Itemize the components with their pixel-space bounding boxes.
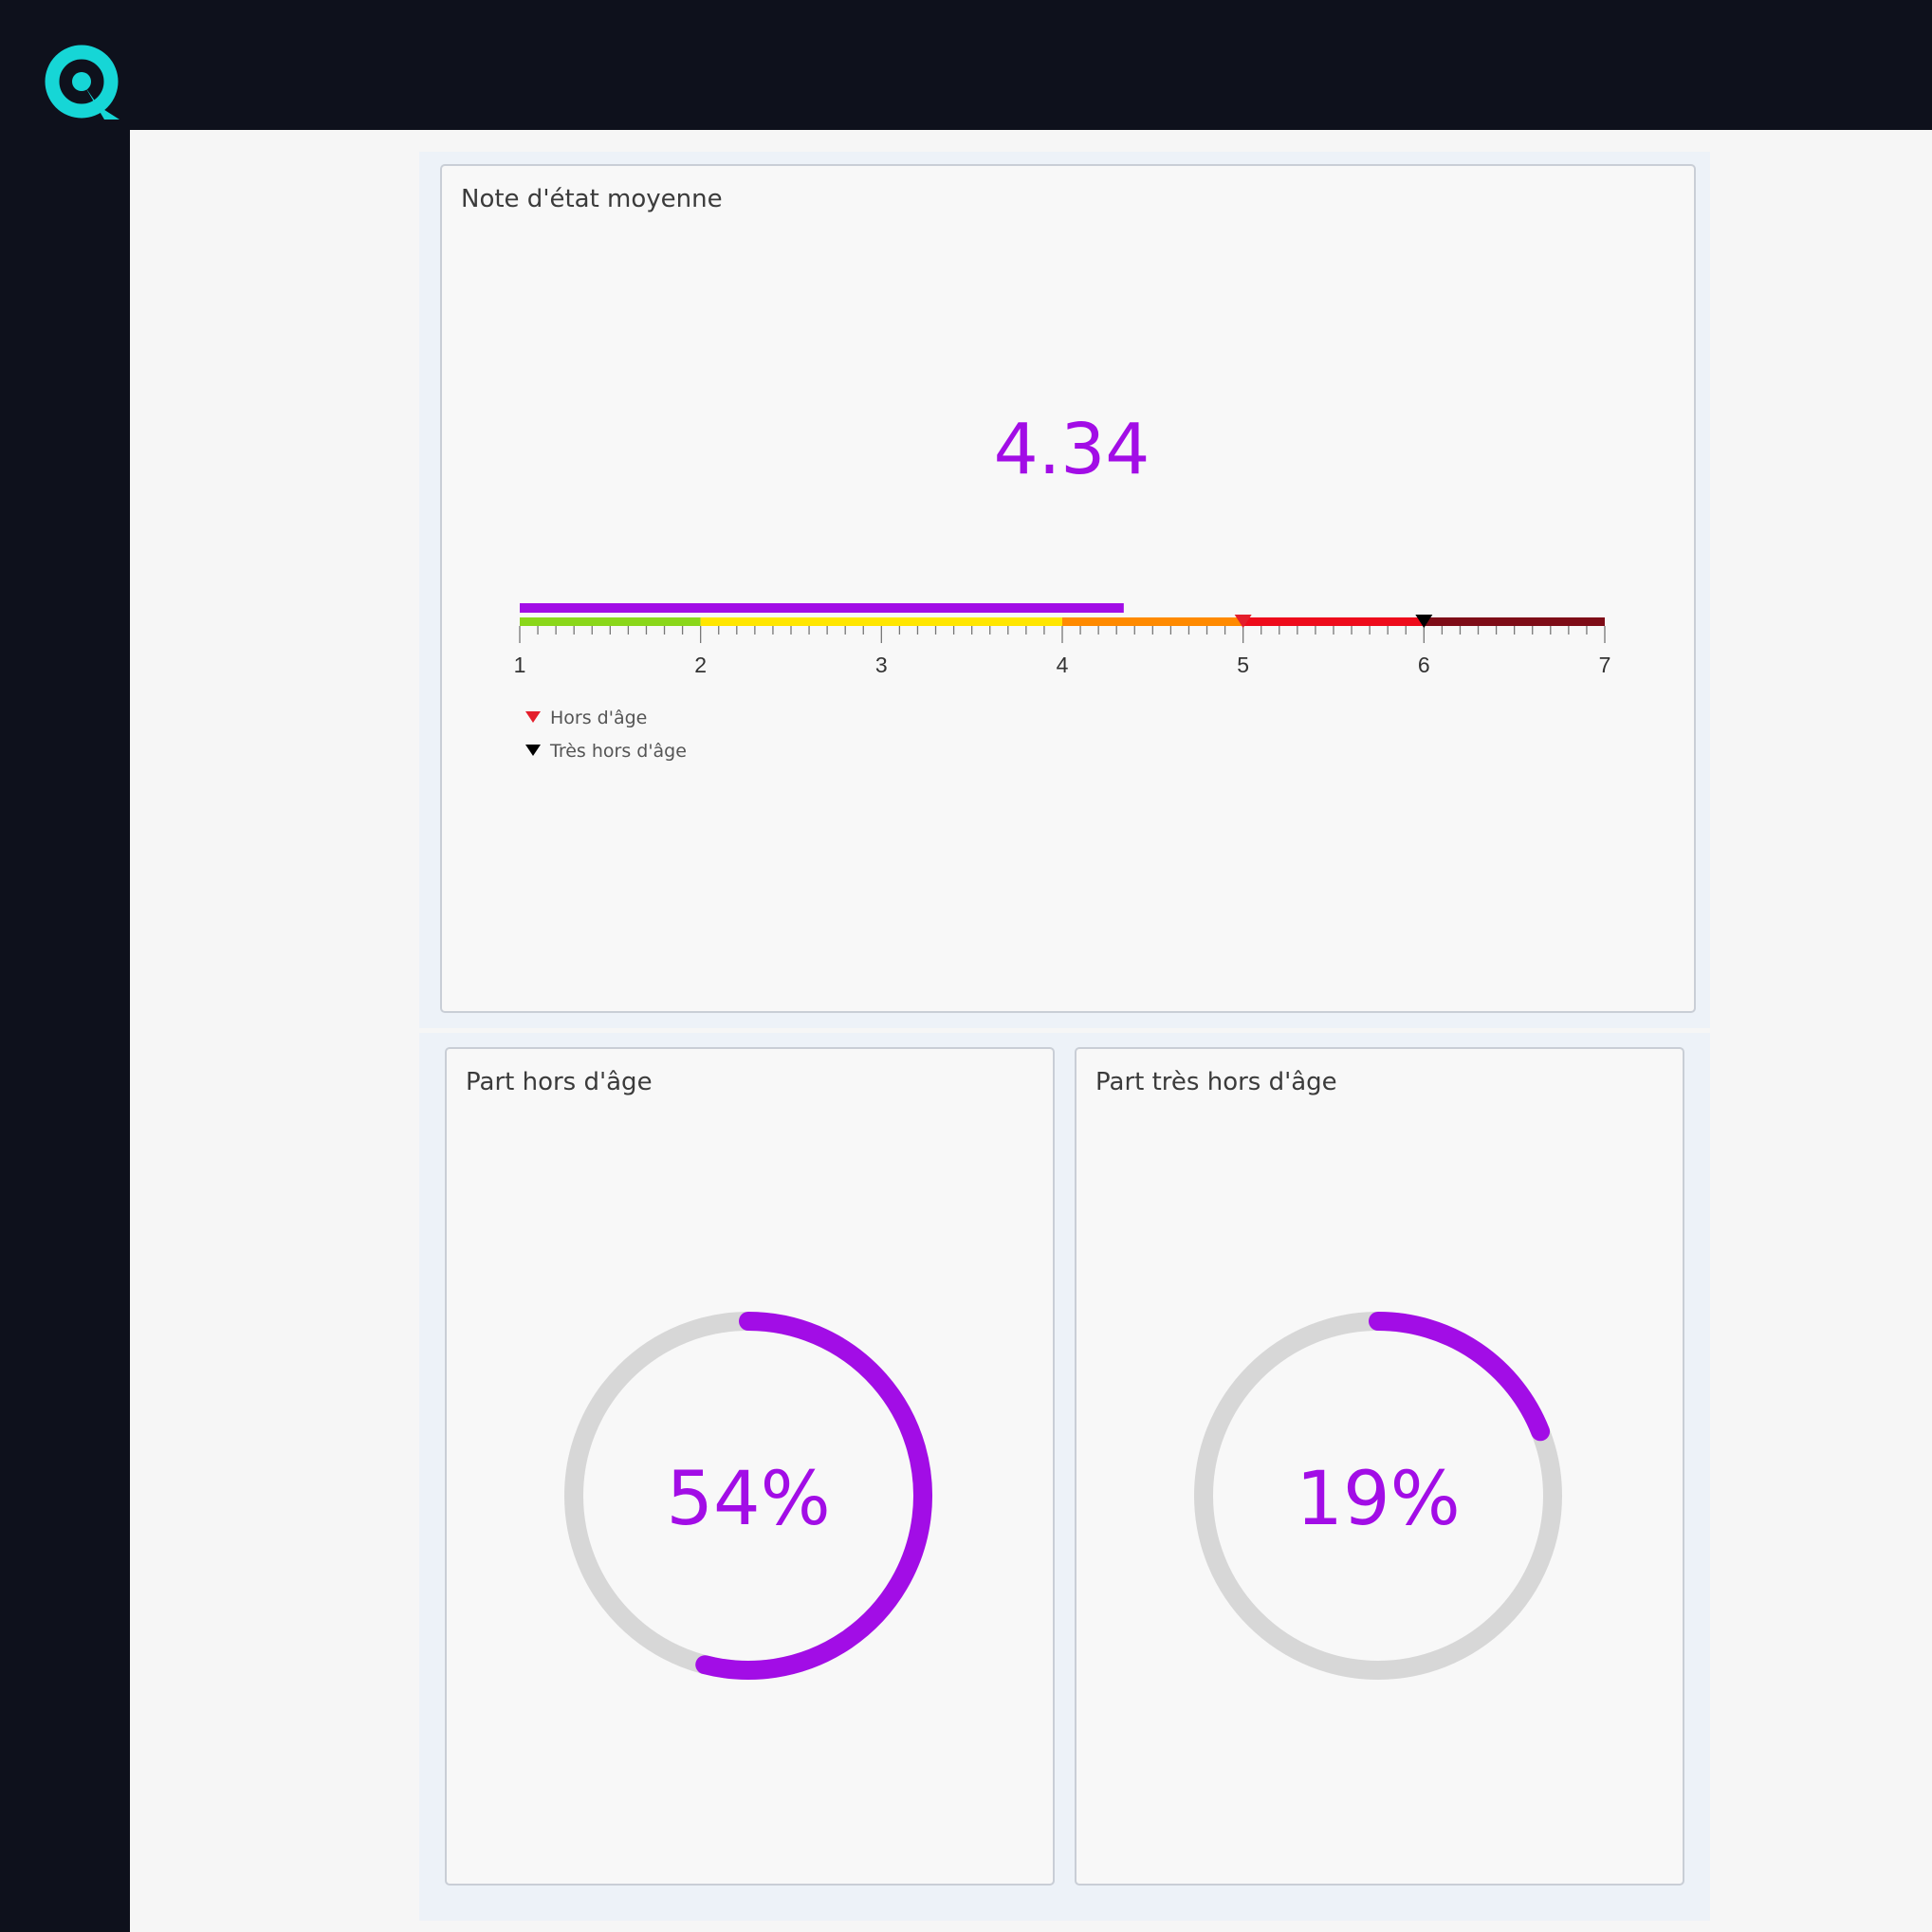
value-label: 4.34 [994,409,1150,490]
card-title: Note d'état moyenne [461,185,723,213]
range-band-4 [1242,617,1425,626]
legend-label: Hors d'âge [550,708,647,728]
value-bar [520,603,1124,613]
bullet-gauge-chart: 4.34 1 2 3 4 5 6 7 Hors d'âge Très hors d'âge [514,409,1611,762]
legend-marker-icon [525,745,541,756]
marker-tres-hors-age [1415,615,1433,628]
tick-label: 7 [1599,653,1611,677]
donut-value-label: 54% [666,1457,830,1542]
range-band-5 [1424,617,1605,626]
legend-label: Très hors d'âge [549,741,687,762]
range-band-2 [700,617,1062,626]
section-parts: Part hors d'âge 54% Part très hors d'âge… [419,1033,1710,1921]
donut-chart-hors-age: 54% [564,1312,932,1680]
tick-label: 3 [875,653,888,677]
tick-label: 6 [1418,653,1430,677]
tick-label: 5 [1237,653,1249,677]
card-title: Part hors d'âge [466,1068,653,1096]
marker-hors-age [1234,615,1252,628]
donut-arc [1369,1312,1551,1442]
range-band-1 [520,617,701,626]
sidebar [0,130,130,1932]
axis-ticks [519,626,1606,643]
tick-label: 4 [1057,653,1069,677]
card-part-tres-hors-age: Part très hors d'âge 19% [1075,1047,1684,1886]
dashboard-content: Note d'état moyenne 4.34 1 2 3 4 5 6 7 Hors d'âg… [130,130,1932,1932]
card-part-hors-age: Part hors d'âge 54% [445,1047,1055,1886]
tick-label: 2 [694,653,707,677]
donut-value-label: 19% [1296,1457,1460,1542]
tick-label: 1 [514,653,526,677]
card-note-etat-moyenne: Note d'état moyenne 4.34 1 2 3 4 5 6 7 Hors d'âg… [440,164,1696,1013]
top-bar [0,0,1932,130]
donut-arc [695,1312,932,1680]
q-logo-icon[interactable] [44,44,123,123]
section-note: Note d'état moyenne 4.34 1 2 3 4 5 6 7 Hors d'âg… [419,152,1710,1028]
legend-marker-icon [525,711,541,723]
card-title: Part très hors d'âge [1095,1068,1337,1096]
donut-chart-tres-hors-age: 19% [1194,1312,1562,1680]
range-band-3 [1062,617,1243,626]
